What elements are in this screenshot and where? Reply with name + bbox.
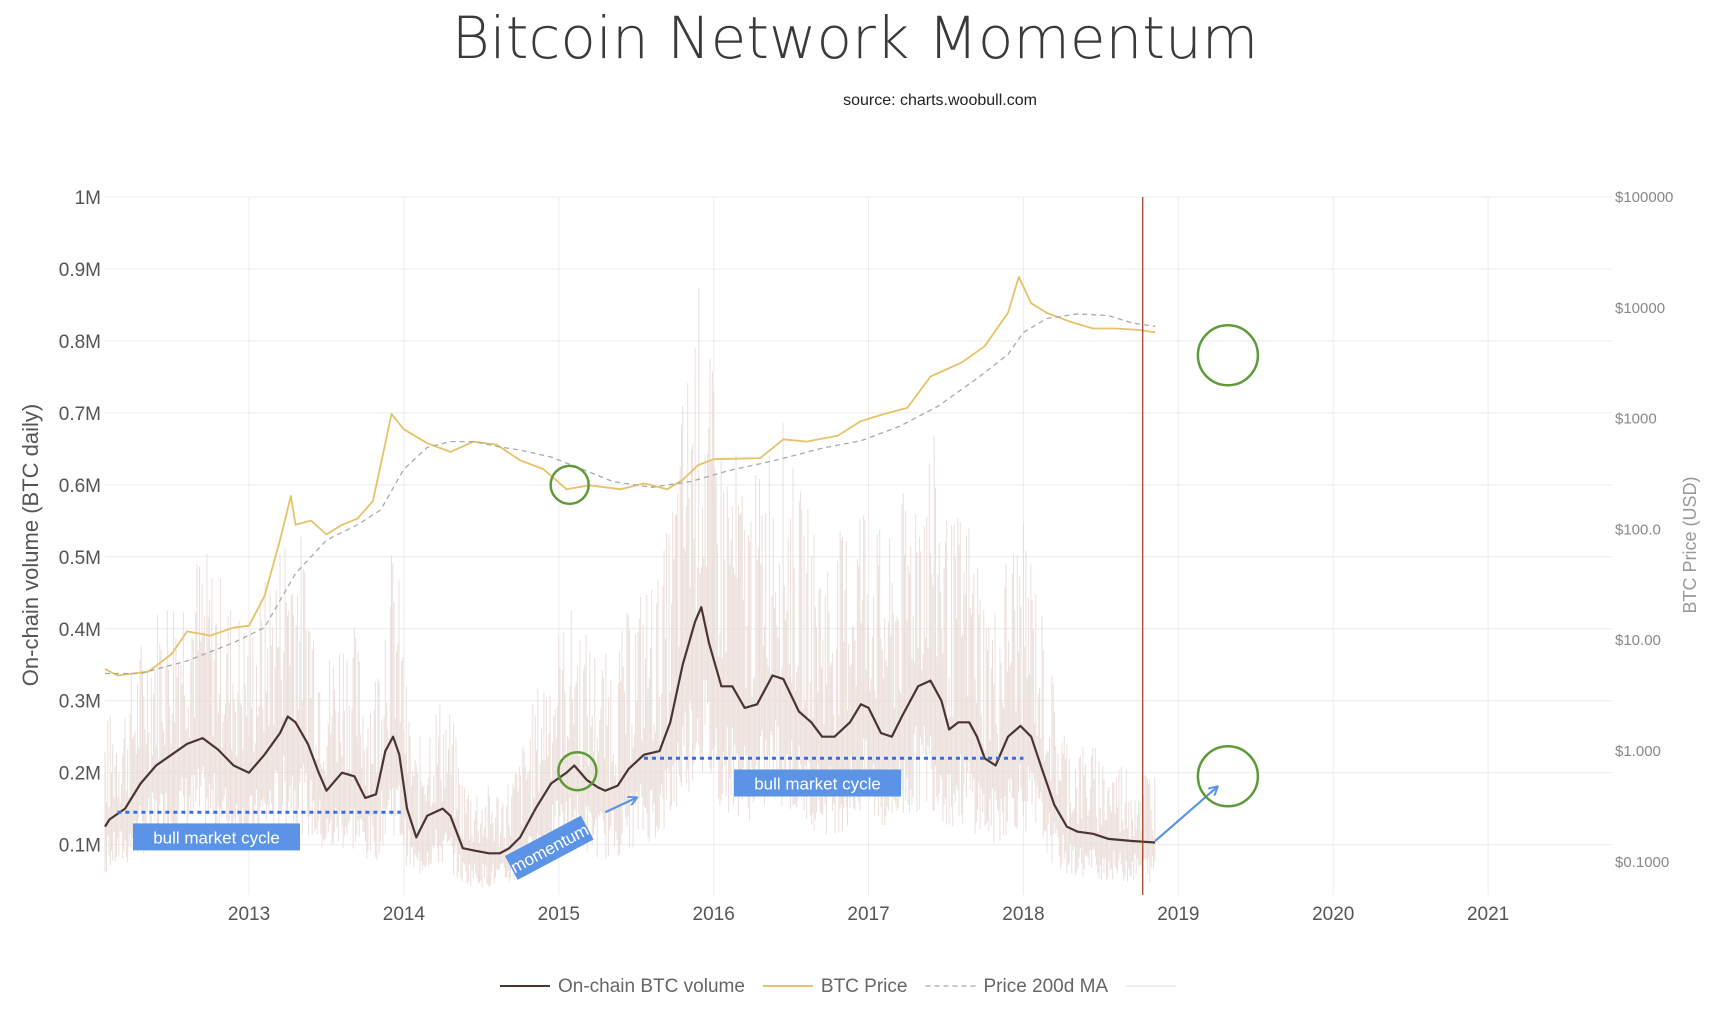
legend-item-0: On-chain BTC volume xyxy=(500,976,745,997)
highlight-circle xyxy=(1196,324,1260,387)
annotation-label: bull market cycle xyxy=(133,823,300,851)
annotation-arrow xyxy=(604,798,636,814)
y2-tick-label: $1.000 xyxy=(1615,743,1661,760)
x-tick-label: 2021 xyxy=(1467,904,1509,925)
daily-volume-noise xyxy=(104,288,1156,888)
series-lines xyxy=(104,276,1156,855)
x-tick-label: 2017 xyxy=(847,904,889,925)
y2-axis-label: BTC Price (USD) xyxy=(1680,476,1700,613)
annotation-arrow xyxy=(1154,787,1217,842)
y2-tick-label: $100.0 xyxy=(1615,521,1661,538)
y-tick-label: 0.6M xyxy=(59,476,101,497)
x-tick-label: 2018 xyxy=(1002,904,1044,925)
legend-label: Price 200d MA xyxy=(983,976,1108,997)
annotation-label-text: bull market cycle xyxy=(153,828,280,847)
legend-label: BTC Price xyxy=(821,976,908,997)
series-line-0 xyxy=(104,606,1156,855)
x-tick-label: 2015 xyxy=(538,904,580,925)
annotation-label-bg xyxy=(133,823,300,851)
series-line-1 xyxy=(104,276,1156,677)
annotation-label-bg xyxy=(504,815,594,880)
y-tick-label: 0.2M xyxy=(59,764,101,785)
x-tick-label: 2020 xyxy=(1312,904,1354,925)
y2-tick-label: $0.1000 xyxy=(1615,854,1669,871)
chart-title: Bitcoin Network Momentum xyxy=(452,4,1259,72)
y2-tick-label: $10000 xyxy=(1615,300,1665,317)
y-tick-label: 0.5M xyxy=(59,548,101,569)
legend: On-chain BTC volume BTC Price Price 200d M… xyxy=(500,976,1177,997)
x-tick-label: 2014 xyxy=(383,904,426,925)
x-tick-label: 2013 xyxy=(228,904,270,925)
annotation-label: bull market cycle xyxy=(734,769,901,797)
y-axis-label: On-chain volume (BTC daily) xyxy=(18,404,43,686)
highlight-circle xyxy=(1196,745,1260,808)
y2-tick-label: $100000 xyxy=(1615,189,1673,206)
highlight-circle xyxy=(557,750,598,792)
legend-label: On-chain BTC volume xyxy=(558,976,745,997)
highlight-circle xyxy=(549,464,590,506)
y-tick-label: 1M xyxy=(75,188,101,209)
x-tick-label: 2016 xyxy=(693,904,735,925)
daily-volume-spikes xyxy=(104,288,1156,888)
y-tick-label: 0.4M xyxy=(59,620,101,641)
legend-item-2: Price 200d MA xyxy=(925,976,1108,997)
y-tick-label: 0.3M xyxy=(59,692,101,713)
y-tick-label: 0.9M xyxy=(59,260,101,281)
annotation-label-text: bull market cycle xyxy=(754,775,881,794)
series-line-2 xyxy=(105,313,1156,675)
chart-subtitle: source: charts.woobull.com xyxy=(843,92,1037,109)
x-tick-label: 2019 xyxy=(1157,904,1199,925)
tick-labels: 0.1M 0.2M 0.3M 0.4M 0.5M 0.6M 0.7M 0.8M 0.9M 1M $0… xyxy=(59,188,1674,925)
y2-tick-label: $10.00 xyxy=(1615,632,1661,649)
y-tick-label: 0.7M xyxy=(59,404,101,425)
y-tick-label: 0.1M xyxy=(59,836,101,857)
y-tick-label: 0.8M xyxy=(59,332,101,353)
legend-item-1: BTC Price xyxy=(762,976,908,997)
y2-tick-label: $1000 xyxy=(1615,411,1657,428)
annotation-label-bg xyxy=(734,769,901,797)
